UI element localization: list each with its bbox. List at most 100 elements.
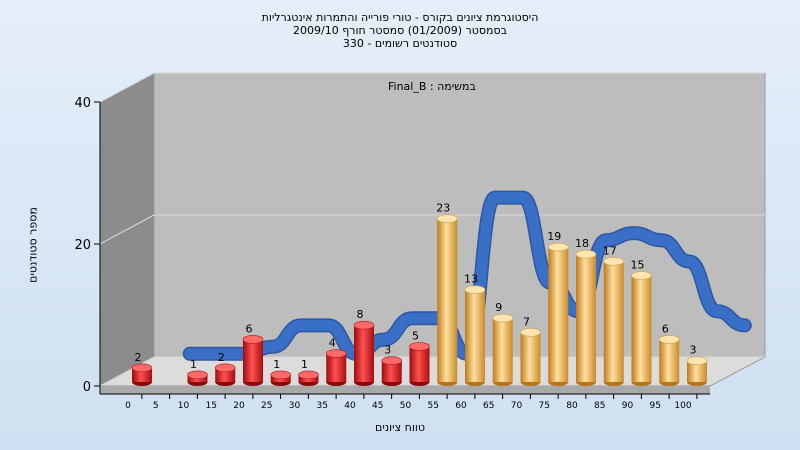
bar-body [520,332,541,382]
bar-body [243,339,263,382]
bar-value-label: 19 [547,230,561,243]
x-tick-label: 70 [511,401,523,411]
bar-value-label: 9 [495,301,502,314]
bar-value-label: 23 [436,202,450,215]
bar-top [603,256,625,266]
bar-value-label: 3 [384,344,391,357]
bar-body [465,289,485,382]
x-tick-label: 40 [344,401,356,411]
bar [436,214,458,386]
bar-body [326,353,347,382]
bar-value-label: 7 [523,315,530,328]
x-tick-label: 10 [178,401,190,411]
x-tick-label: 100 [674,401,691,411]
bar [325,349,347,386]
x-tick-label: 95 [650,401,661,411]
bar [464,285,486,386]
bar-body [381,360,402,382]
bar [270,370,292,386]
bar-top [409,342,430,351]
bar-value-label: 6 [662,322,669,335]
bar-value-label: 17 [603,244,617,257]
bar-value-label: 1 [273,358,280,371]
bar [131,363,153,386]
task-annotation: במשימה : Final_B [388,80,476,93]
y-tick-label: 20 [74,238,91,253]
bar-value-label: 1 [301,358,308,371]
x-tick-label: 25 [261,401,272,411]
bar [353,320,375,386]
bar-value-label: 4 [329,337,336,350]
x-tick-label: 15 [206,401,217,411]
x-tick-label: 60 [455,401,467,411]
bar-value-label: 15 [631,259,645,272]
floor-front-edge [100,386,710,394]
bar [603,256,625,386]
x-tick-label: 50 [400,401,412,411]
bar [520,327,541,386]
bar [242,335,264,386]
bar-body [354,325,374,382]
x-tick-label: 90 [622,401,634,411]
x-tick-label: 65 [483,401,494,411]
bar-top [131,363,153,373]
y-axis-label: מספר סטודנטים [26,207,40,283]
bar-top [436,214,458,223]
bar-value-label: 3 [690,344,697,357]
chart-title-line-2: בסמסטר (01/2009) סמסטר חורף 2009/10 [293,24,507,37]
bar-top [492,313,514,323]
bar-top [214,363,236,373]
bar-top [547,242,569,252]
bar-top [464,285,486,295]
bar-value-label: 2 [218,351,225,364]
bar-body [659,339,680,382]
x-tick-label: 45 [372,401,383,411]
bar [547,242,569,386]
grid-line-wall [99,214,155,245]
chart-title-line-1: היסטוגרמת ציונים בקורס - טורי פורייה והת… [261,11,539,24]
bar [187,370,208,386]
chart-title-line-3: סטודנטים רשומים - 330 [342,37,458,50]
bar-top [575,249,597,259]
x-tick-label: 30 [289,401,301,411]
x-tick-label: 0 [125,401,131,411]
bar [658,335,680,386]
bar-body [576,254,596,382]
bar [409,342,430,386]
bar-value-label: 2 [135,351,142,364]
bar-body [631,275,652,382]
x-tick-label: 5 [153,401,159,411]
y-tick-label: 0 [83,380,91,395]
bar-body [409,346,430,382]
x-tick-label: 85 [594,401,605,411]
bar [631,271,652,386]
bar [492,313,514,386]
bar [214,363,236,386]
grid-line-wall [99,72,155,103]
bar-top [353,320,375,330]
bar-top [187,370,208,380]
bar [686,356,708,386]
x-tick-label: 75 [539,401,550,411]
bar-value-label: 18 [575,237,589,250]
y-tick-label: 40 [74,96,91,111]
bar-body [687,360,707,382]
x-tick-label: 55 [428,401,439,411]
bar-body [492,318,513,382]
bar-body [437,218,458,382]
bar-top [325,349,347,358]
bar-top [381,356,403,366]
bar-top [242,335,264,344]
bar-value-label: 13 [464,273,478,286]
x-tick-label: 80 [566,401,578,411]
bar-value-label: 6 [246,322,253,335]
bar-top [658,335,680,344]
bar-value-label: 8 [357,308,364,321]
bar-top [298,370,319,380]
x-axis-label: טווח ציונים [375,421,425,434]
bar-body [548,247,569,382]
bar-body [603,261,624,382]
bar-top [270,370,292,380]
